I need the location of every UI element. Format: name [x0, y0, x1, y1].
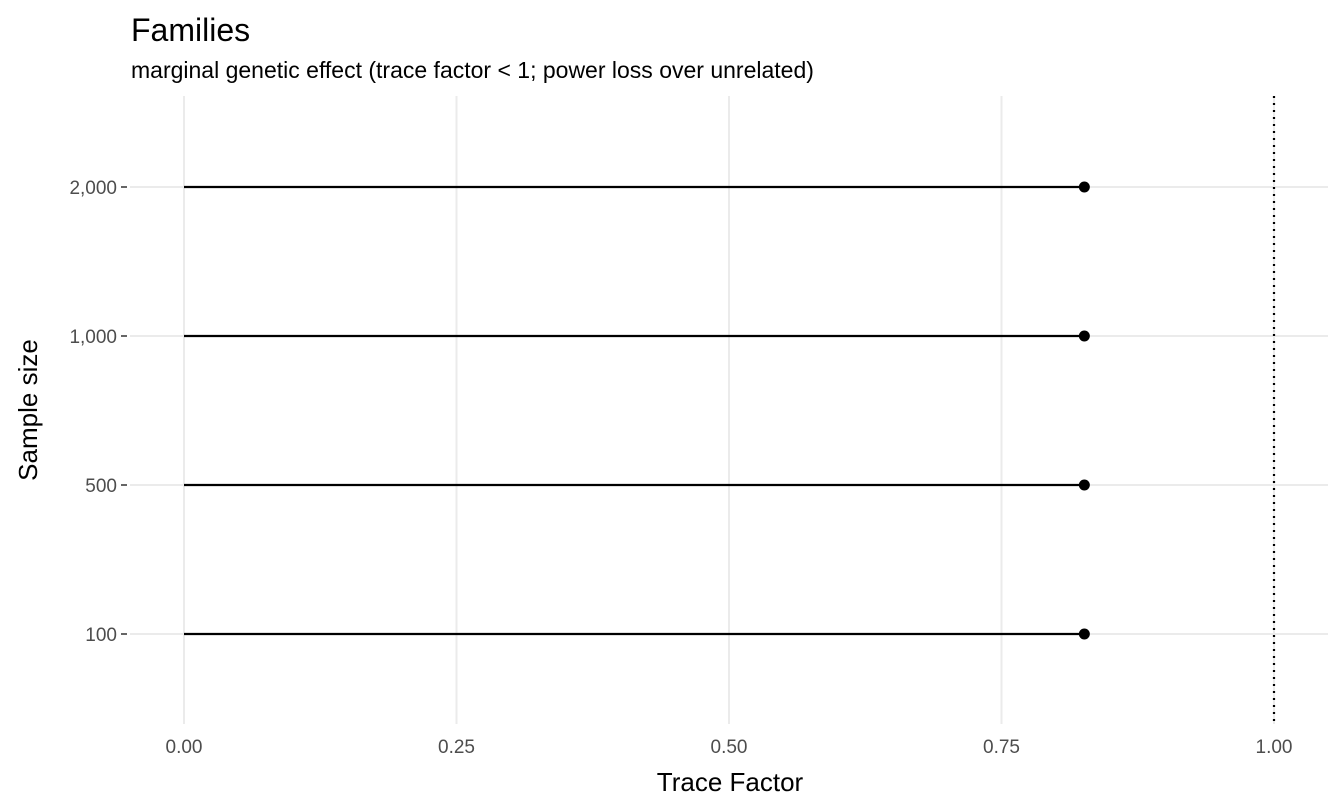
x-tick-label-0: 0.00	[166, 737, 203, 758]
lollipop-point-2	[1078, 330, 1090, 342]
y-tick-label-2: 1,000	[69, 327, 117, 348]
y-tick-label-0: 100	[85, 625, 117, 646]
y-tick-label-3: 2,000	[69, 178, 117, 199]
x-tick-label-4: 1.00	[1256, 737, 1293, 758]
lollipop-point-1	[1078, 479, 1090, 491]
chart-title: Families	[131, 12, 250, 48]
y-tick-label-1: 500	[85, 476, 117, 497]
x-tick-label-3: 0.75	[983, 737, 1020, 758]
lollipop-marks	[184, 181, 1090, 640]
lollipop-point-0	[1078, 628, 1090, 640]
y-axis-title: Sample size	[13, 339, 43, 481]
x-tick-label-2: 0.50	[711, 737, 748, 758]
x-tick-label-1: 0.25	[438, 737, 475, 758]
x-axis-ticks: 0.00 0.25 0.50 0.75 1.00	[166, 737, 1293, 758]
chart-subtitle: marginal genetic effect (trace factor < …	[131, 57, 814, 83]
gridlines	[130, 96, 1328, 724]
y-axis-ticks: 100 500 1,000 2,000	[69, 178, 127, 646]
x-axis-title: Trace Factor	[657, 767, 804, 797]
lollipop-point-3	[1078, 181, 1090, 193]
